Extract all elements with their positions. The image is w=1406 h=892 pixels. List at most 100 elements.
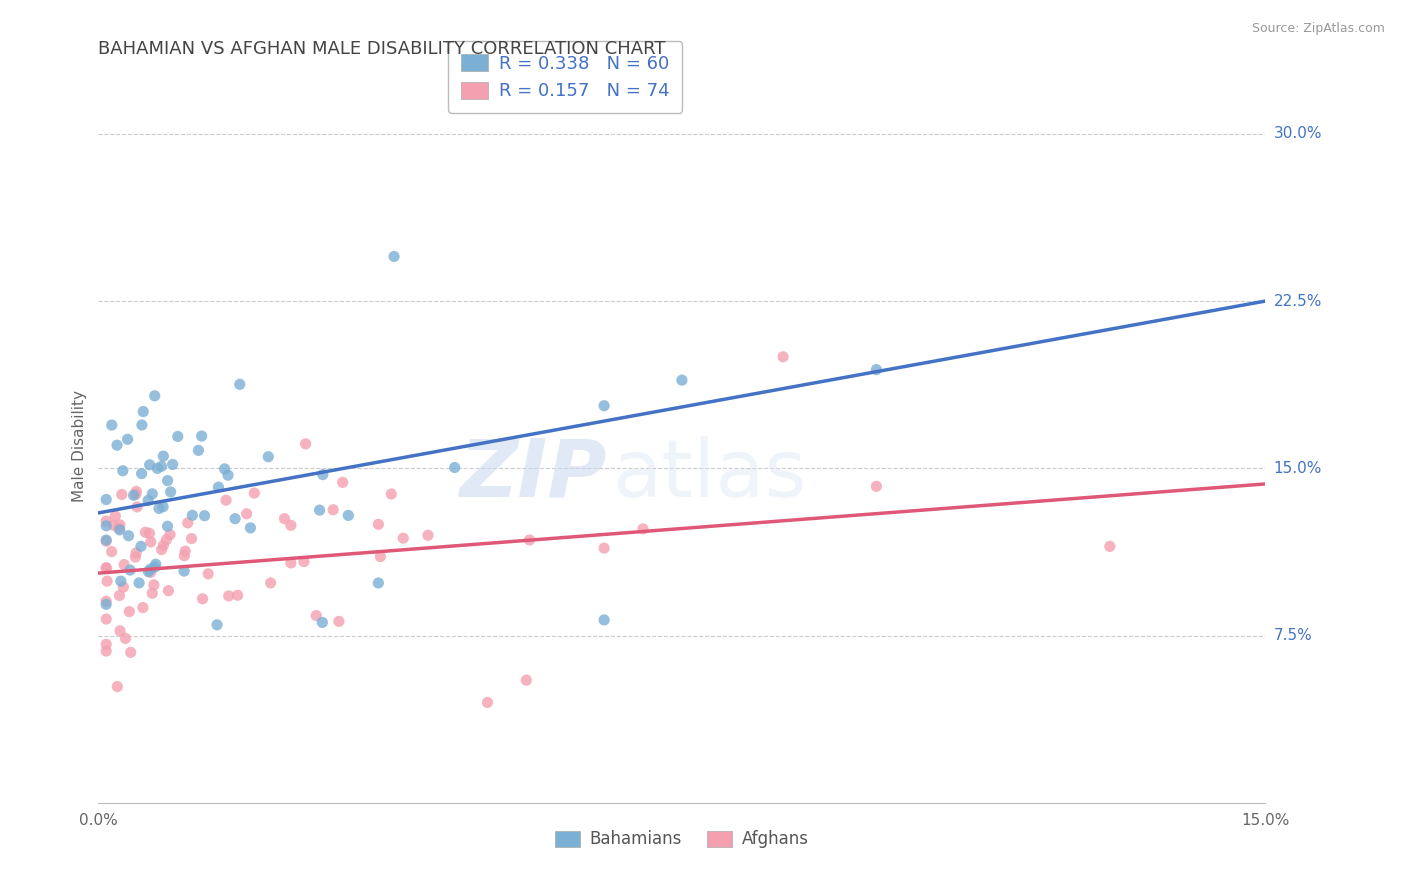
Point [173,564,195,578]
Point [224,511,246,525]
Point [156,474,179,488]
Point [235,507,257,521]
Point [260,576,283,591]
Point [174,544,197,558]
Point [214,462,236,476]
Point [519,533,541,547]
Point [108,523,131,537]
Point [108,589,131,603]
Point [103,518,125,533]
Point [772,350,794,364]
Point [96,594,118,608]
Point [138,526,160,541]
Point [217,468,239,483]
Point [226,588,249,602]
Point [131,467,153,481]
Point [107,521,129,535]
Point [243,486,266,500]
Point [139,562,162,576]
Point [143,389,166,403]
Point [108,517,131,532]
Point [280,556,302,570]
Point [215,493,238,508]
Point [382,249,405,264]
Point [157,583,180,598]
Point [112,558,135,572]
Point [104,508,127,523]
Point [141,586,163,600]
Point [128,575,150,590]
Point [239,521,262,535]
Text: 15.0%: 15.0% [1274,461,1322,475]
Point [117,432,139,446]
Point [125,500,148,514]
Point [125,487,148,501]
Point [443,460,465,475]
Point [150,459,173,474]
Text: 7.5%: 7.5% [1274,628,1312,643]
Point [155,533,177,547]
Point [100,544,122,558]
Point [125,484,148,499]
Point [131,417,153,432]
Point [96,561,118,575]
Point [139,535,162,549]
Point [380,487,402,501]
Point [312,467,335,482]
Point [125,546,148,560]
Point [197,566,219,581]
Point [273,511,295,525]
Point [152,538,174,552]
Point [865,479,887,493]
Point [122,488,145,502]
Point [311,615,333,630]
Point [96,637,118,651]
Point [180,532,202,546]
Point [1098,539,1121,553]
Point [292,555,315,569]
Point [671,373,693,387]
Point [108,624,131,638]
Point [193,508,215,523]
Point [257,450,280,464]
Point [120,563,142,577]
Point [105,438,128,452]
Point [150,542,173,557]
Text: 22.5%: 22.5% [1274,293,1322,309]
Point [138,458,160,472]
Point [280,518,302,533]
Point [593,613,616,627]
Point [162,458,184,472]
Point [96,533,118,547]
Point [143,560,166,574]
Text: Source: ZipAtlas.com: Source: ZipAtlas.com [1251,22,1385,36]
Point [112,580,135,594]
Legend: Bahamians, Afghans: Bahamians, Afghans [548,824,815,855]
Point [205,617,228,632]
Point [145,557,167,571]
Point [370,549,392,564]
Point [367,517,389,532]
Point [181,508,204,523]
Point [96,518,118,533]
Point [190,429,212,443]
Point [132,600,155,615]
Point [416,528,439,542]
Point [191,591,214,606]
Point [148,501,170,516]
Point [96,644,118,658]
Point [477,696,499,710]
Point [100,418,122,433]
Point [124,550,146,565]
Point [96,574,118,588]
Text: ZIP: ZIP [458,435,606,514]
Point [159,484,181,499]
Y-axis label: Male Disability: Male Disability [72,390,87,502]
Point [166,429,188,443]
Point [129,539,152,553]
Point [138,565,160,579]
Point [332,475,354,490]
Point [105,680,128,694]
Point [367,576,389,591]
Point [141,487,163,501]
